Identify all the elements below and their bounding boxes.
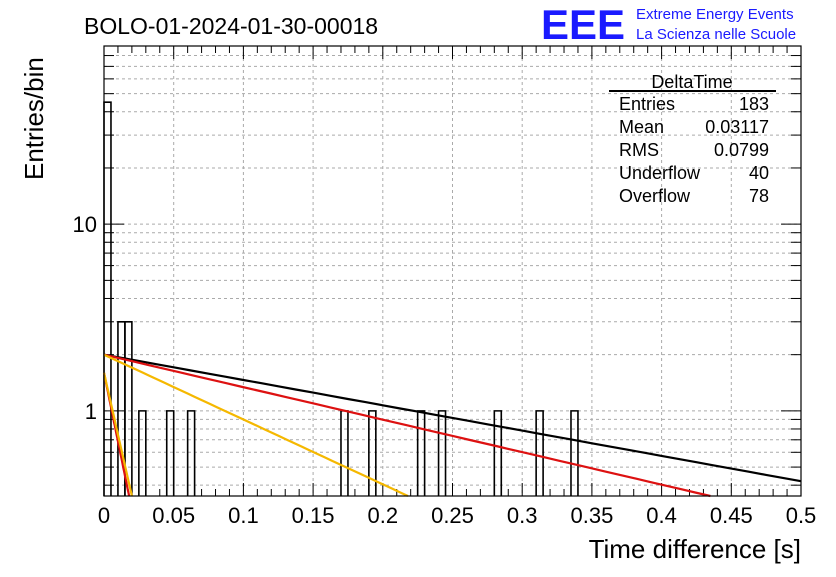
- y-tick-labels: 1 10: [73, 212, 97, 424]
- stats-row-label: Underflow: [619, 163, 701, 183]
- stats-row-value: 183: [739, 94, 769, 114]
- y-axis-label: Entries/bin: [19, 57, 49, 180]
- x-tick-label: 0.2: [368, 503, 399, 528]
- histogram-bin: [493, 410, 503, 496]
- stats-row-value: 78: [749, 186, 769, 206]
- y-tick-label: 1: [85, 399, 97, 424]
- stats-row-label: Entries: [619, 94, 675, 114]
- stats-box: DeltaTime Entries 183 Mean 0.03117 RMS 0.0799…: [609, 72, 776, 206]
- fit-curve: [102, 372, 133, 497]
- x-axis-label: Time difference [s]: [589, 534, 801, 564]
- x-tick-label: 0.25: [431, 503, 474, 528]
- logo-mark: EEE: [541, 1, 625, 48]
- histogram-bin: [340, 410, 349, 496]
- histogram-bin: [138, 410, 147, 496]
- eee-logo: EEE Extreme Energy Events La Scienza nel…: [541, 1, 796, 48]
- stats-row-label: Mean: [619, 117, 664, 137]
- x-tick-label: 0.45: [710, 503, 753, 528]
- stats-row-value: 0.03117: [705, 117, 769, 137]
- x-tick-label: 0.15: [292, 503, 335, 528]
- histogram-bin: [186, 410, 196, 496]
- histogram-bin: [165, 410, 175, 496]
- histogram-bin: [368, 410, 377, 496]
- stats-row-label: RMS: [619, 140, 659, 160]
- fit-curve: [103, 353, 802, 483]
- x-tick-label: 0.4: [646, 503, 677, 528]
- x-tick-label: 0.5: [786, 503, 817, 528]
- plot-frame: [103, 45, 802, 497]
- logo-line-2: La Scienza nelle Scuole: [636, 26, 796, 43]
- stats-title: DeltaTime: [651, 72, 732, 92]
- histogram-bin: [124, 320, 133, 496]
- y-tick-label: 10: [73, 212, 97, 237]
- stats-row-label: Overflow: [619, 186, 691, 206]
- logo-line-1: Extreme Energy Events: [636, 6, 794, 23]
- histogram-bin: [103, 101, 112, 496]
- histogram-bin: [570, 410, 579, 496]
- x-tick-label: 0.35: [570, 503, 613, 528]
- histogram-bin: [416, 410, 426, 496]
- histogram-bin: [535, 410, 544, 496]
- axis-ticks: [103, 45, 802, 496]
- histogram-bars: [103, 101, 579, 496]
- stats-row-value: 40: [749, 163, 769, 183]
- x-tick-label: 0: [98, 503, 110, 528]
- fit-curves: [102, 353, 802, 498]
- grid-lines: [103, 45, 802, 496]
- run-title: BOLO-01-2024-01-30-00018: [84, 13, 378, 39]
- stats-rows: Entries 183 Mean 0.03117 RMS 0.0799 Underflow 4…: [619, 94, 769, 206]
- x-tick-label: 0.1: [228, 503, 259, 528]
- histogram-bin: [437, 410, 447, 496]
- fit-curve: [103, 353, 711, 498]
- x-tick-labels: 0 0.05 0.1 0.15 0.2 0.25 0.3 0.35 0.4 0.45 0.5: [98, 503, 816, 528]
- stats-row-value: 0.0799: [714, 140, 769, 160]
- x-tick-label: 0.3: [507, 503, 538, 528]
- fit-curve: [103, 353, 409, 497]
- x-tick-label: 0.05: [152, 503, 195, 528]
